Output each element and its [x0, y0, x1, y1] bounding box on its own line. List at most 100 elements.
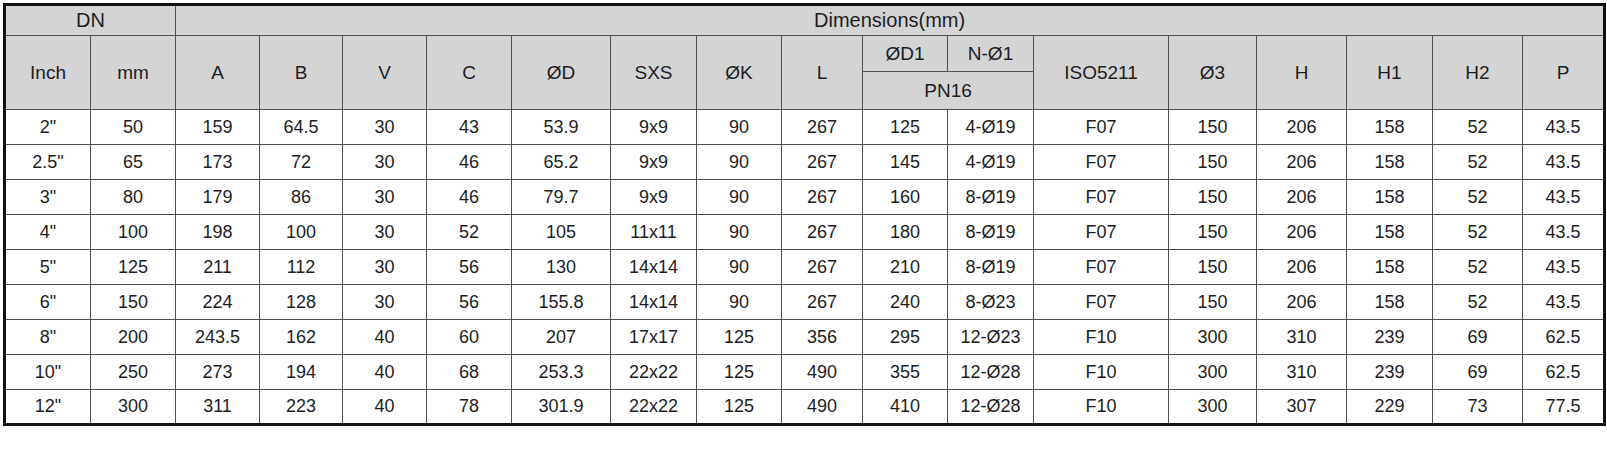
table-row: 5"125211112305613014x14902672108-Ø19F071…	[5, 250, 1605, 285]
cell: 311	[176, 390, 260, 425]
cell: 6"	[5, 285, 91, 320]
table-row: 4"100198100305210511x11902671808-Ø19F071…	[5, 215, 1605, 250]
cell: 211	[176, 250, 260, 285]
cell: 206	[1257, 110, 1347, 145]
cell: 9x9	[611, 110, 697, 145]
col-header-v: V	[343, 36, 427, 110]
cell: 14x14	[611, 250, 697, 285]
cell: 43.5	[1523, 145, 1605, 180]
cell: 207	[512, 320, 611, 355]
cell: 69	[1433, 320, 1523, 355]
cell: 158	[1347, 215, 1433, 250]
cell: 125	[697, 355, 782, 390]
cell: 300	[1169, 320, 1257, 355]
cell: 64.5	[260, 110, 343, 145]
cell: 22x22	[611, 355, 697, 390]
cell: 46	[427, 180, 512, 215]
cell: 128	[260, 285, 343, 320]
cell: 43.5	[1523, 215, 1605, 250]
cell: 125	[697, 390, 782, 425]
cell: 158	[1347, 180, 1433, 215]
pn16-header: PN16	[863, 72, 1034, 110]
col-header-ok: ØK	[697, 36, 782, 110]
dimensions-table: DN Dimensions(mm) Inch mm A B V C ØD SXS…	[3, 3, 1606, 426]
cell: 86	[260, 180, 343, 215]
cell: 100	[91, 215, 176, 250]
cell: 267	[782, 250, 863, 285]
cell: 206	[1257, 180, 1347, 215]
cell: 52	[427, 215, 512, 250]
cell: 52	[1433, 285, 1523, 320]
cell: 267	[782, 110, 863, 145]
cell: 206	[1257, 215, 1347, 250]
cell: 158	[1347, 110, 1433, 145]
cell: 30	[343, 110, 427, 145]
cell: 40	[343, 320, 427, 355]
cell: 72	[260, 145, 343, 180]
col-header-b: B	[260, 36, 343, 110]
cell: 56	[427, 250, 512, 285]
cell: 224	[176, 285, 260, 320]
cell: F10	[1034, 390, 1169, 425]
cell: 150	[91, 285, 176, 320]
cell: 52	[1433, 215, 1523, 250]
cell: 490	[782, 355, 863, 390]
cell: 253.3	[512, 355, 611, 390]
cell: F07	[1034, 250, 1169, 285]
cell: 310	[1257, 355, 1347, 390]
cell: 3"	[5, 180, 91, 215]
cell: 150	[1169, 145, 1257, 180]
cell: 68	[427, 355, 512, 390]
col-header-c: C	[427, 36, 512, 110]
cell: 30	[343, 180, 427, 215]
cell: 46	[427, 145, 512, 180]
header-row-columns: Inch mm A B V C ØD SXS ØK L ØD1 N-Ø1 ISO…	[5, 36, 1605, 72]
cell: 56	[427, 285, 512, 320]
cell: 194	[260, 355, 343, 390]
cell: 52	[1433, 110, 1523, 145]
cell: F07	[1034, 285, 1169, 320]
col-header-p: P	[1523, 36, 1605, 110]
cell: 125	[863, 110, 948, 145]
table-header: DN Dimensions(mm) Inch mm A B V C ØD SXS…	[5, 5, 1605, 110]
cell: 8-Ø19	[948, 215, 1034, 250]
cell: 300	[1169, 390, 1257, 425]
cell: 100	[260, 215, 343, 250]
col-header-l: L	[782, 36, 863, 110]
table-row: 12"3003112234078301.922x2212549041012-Ø2…	[5, 390, 1605, 425]
cell: 8-Ø19	[948, 250, 1034, 285]
cell: 43	[427, 110, 512, 145]
cell: 355	[863, 355, 948, 390]
cell: 267	[782, 285, 863, 320]
cell: 307	[1257, 390, 1347, 425]
cell: 105	[512, 215, 611, 250]
cell: F07	[1034, 145, 1169, 180]
cell: 52	[1433, 180, 1523, 215]
cell: 77.5	[1523, 390, 1605, 425]
col-header-h: H	[1257, 36, 1347, 110]
cell: 90	[697, 110, 782, 145]
cell: 150	[1169, 250, 1257, 285]
cell: 267	[782, 215, 863, 250]
cell: 4-Ø19	[948, 110, 1034, 145]
cell: 9x9	[611, 180, 697, 215]
cell: 158	[1347, 285, 1433, 320]
col-header-a: A	[176, 36, 260, 110]
cell: 43.5	[1523, 285, 1605, 320]
cell: 267	[782, 145, 863, 180]
cell: 12"	[5, 390, 91, 425]
cell: 243.5	[176, 320, 260, 355]
cell: 240	[863, 285, 948, 320]
cell: 52	[1433, 250, 1523, 285]
cell: F07	[1034, 110, 1169, 145]
cell: 179	[176, 180, 260, 215]
cell: 206	[1257, 250, 1347, 285]
cell: 22x22	[611, 390, 697, 425]
cell: 180	[863, 215, 948, 250]
cell: 9x9	[611, 145, 697, 180]
cell: 60	[427, 320, 512, 355]
cell: 162	[260, 320, 343, 355]
table-row: 2.5"6517372304665.29x9902671454-Ø19F0715…	[5, 145, 1605, 180]
cell: 206	[1257, 145, 1347, 180]
cell: 2.5"	[5, 145, 91, 180]
